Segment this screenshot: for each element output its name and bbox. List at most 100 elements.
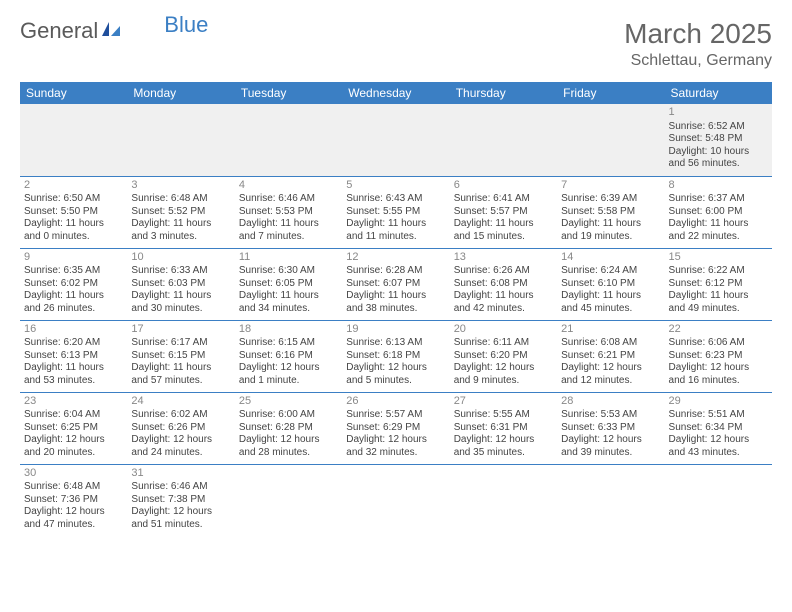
calendar-cell: 4Sunrise: 6:46 AMSunset: 5:53 PMDaylight…	[235, 176, 342, 248]
calendar-cell: 19Sunrise: 6:13 AMSunset: 6:18 PMDayligh…	[342, 320, 449, 392]
day-number: 25	[239, 395, 338, 409]
calendar-row: 9Sunrise: 6:35 AMSunset: 6:02 PM Daylight…	[20, 248, 772, 320]
calendar-row: 30Sunrise: 6:48 AMSunset: 7:36 PMDayligh…	[20, 464, 772, 536]
cell-sunrise: Sunrise: 6:48 AM	[131, 193, 230, 206]
cell-sunrise: Sunrise: 6:04 AM	[24, 409, 123, 422]
calendar-cell	[450, 464, 557, 536]
cell-sunset: Sunset: 6:02 PM	[24, 278, 123, 291]
calendar-cell: 22Sunrise: 6:06 AMSunset: 6:23 PMDayligh…	[665, 320, 772, 392]
cell-sunrise: Sunrise: 5:55 AM	[454, 409, 553, 422]
day-number: 13	[454, 251, 553, 265]
calendar-cell	[127, 104, 234, 176]
cell-sunset: Sunset: 6:03 PM	[131, 278, 230, 291]
cell-sunrise: Sunrise: 6:06 AM	[669, 337, 768, 350]
cell-sunset: Sunset: 5:58 PM	[561, 206, 660, 219]
calendar-cell: 15Sunrise: 6:22 AMSunset: 6:12 PMDayligh…	[665, 248, 772, 320]
cell-daylight1: Daylight: 12 hours	[24, 434, 123, 447]
cell-daylight2: and 43 minutes.	[669, 447, 768, 460]
calendar-cell: 23Sunrise: 6:04 AMSunset: 6:25 PMDayligh…	[20, 392, 127, 464]
cell-daylight1: Daylight: 11 hours	[24, 218, 123, 231]
cell-sunrise: Sunrise: 6:11 AM	[454, 337, 553, 350]
calendar-cell: 20Sunrise: 6:11 AMSunset: 6:20 PMDayligh…	[450, 320, 557, 392]
cell-daylight2: and 45 minutes.	[561, 303, 660, 316]
calendar-cell	[235, 104, 342, 176]
day-number: 26	[346, 395, 445, 409]
cell-daylight2: and 28 minutes.	[239, 447, 338, 460]
day-number: 22	[669, 323, 768, 337]
cell-sunrise: Sunrise: 6:22 AM	[669, 265, 768, 278]
cell-sunrise: Sunrise: 6:39 AM	[561, 193, 660, 206]
cell-daylight1: Daylight: 11 hours	[669, 218, 768, 231]
cell-daylight1: Daylight: 12 hours	[239, 362, 338, 375]
cell-daylight1: Daylight: 11 hours	[131, 290, 230, 303]
calendar-cell: 10Sunrise: 6:33 AMSunset: 6:03 PMDayligh…	[127, 248, 234, 320]
day-number: 16	[24, 323, 123, 337]
cell-daylight1: Daylight: 11 hours	[131, 362, 230, 375]
cell-sunrise: Sunrise: 5:57 AM	[346, 409, 445, 422]
day-number: 1	[669, 106, 768, 120]
brand-logo: General Blue	[20, 18, 208, 44]
calendar-row: 23Sunrise: 6:04 AMSunset: 6:25 PMDayligh…	[20, 392, 772, 464]
calendar-cell: 6Sunrise: 6:41 AMSunset: 5:57 PMDaylight…	[450, 176, 557, 248]
calendar-cell: 17Sunrise: 6:17 AMSunset: 6:15 PMDayligh…	[127, 320, 234, 392]
cell-sunset: Sunset: 6:16 PM	[239, 350, 338, 363]
cell-sunset: Sunset: 5:55 PM	[346, 206, 445, 219]
cell-daylight2: and 9 minutes.	[454, 375, 553, 388]
cell-sunset: Sunset: 6:13 PM	[24, 350, 123, 363]
day-number: 17	[131, 323, 230, 337]
cell-daylight2: and 38 minutes.	[346, 303, 445, 316]
cell-sunset: Sunset: 6:20 PM	[454, 350, 553, 363]
cell-sunset: Sunset: 6:05 PM	[239, 278, 338, 291]
cell-sunrise: Sunrise: 6:50 AM	[24, 193, 123, 206]
cell-sunset: Sunset: 6:07 PM	[346, 278, 445, 291]
day-number: 9	[24, 251, 123, 265]
weekday-header: Monday	[127, 82, 234, 104]
cell-sunset: Sunset: 6:33 PM	[561, 422, 660, 435]
cell-daylight2: and 22 minutes.	[669, 231, 768, 244]
cell-sunrise: Sunrise: 6:46 AM	[239, 193, 338, 206]
cell-sunset: Sunset: 6:00 PM	[669, 206, 768, 219]
weekday-header: Sunday	[20, 82, 127, 104]
calendar-row: 2Sunrise: 6:50 AMSunset: 5:50 PMDaylight…	[20, 176, 772, 248]
cell-daylight1: Daylight: 12 hours	[561, 362, 660, 375]
location-label: Schlettau, Germany	[624, 52, 772, 70]
cell-daylight1: Daylight: 12 hours	[239, 434, 338, 447]
calendar-cell: 8Sunrise: 6:37 AMSunset: 6:00 PMDaylight…	[665, 176, 772, 248]
cell-sunrise: Sunrise: 6:33 AM	[131, 265, 230, 278]
cell-daylight1: Daylight: 11 hours	[239, 218, 338, 231]
cell-sunset: Sunset: 5:52 PM	[131, 206, 230, 219]
calendar-cell	[235, 464, 342, 536]
cell-sunrise: Sunrise: 6:43 AM	[346, 193, 445, 206]
cell-daylight2: and 39 minutes.	[561, 447, 660, 460]
cell-daylight1: Daylight: 12 hours	[24, 506, 123, 519]
cell-daylight2: and 57 minutes.	[131, 375, 230, 388]
cell-daylight2: and 34 minutes.	[239, 303, 338, 316]
calendar-cell: 2Sunrise: 6:50 AMSunset: 5:50 PMDaylight…	[20, 176, 127, 248]
day-number: 2	[24, 179, 123, 193]
day-number: 29	[669, 395, 768, 409]
calendar-cell: 5Sunrise: 6:43 AMSunset: 5:55 PMDaylight…	[342, 176, 449, 248]
cell-sunrise: Sunrise: 6:37 AM	[669, 193, 768, 206]
cell-sunrise: Sunrise: 6:46 AM	[131, 481, 230, 494]
calendar-cell: 14Sunrise: 6:24 AMSunset: 6:10 PMDayligh…	[557, 248, 664, 320]
calendar-cell	[557, 104, 664, 176]
cell-daylight2: and 19 minutes.	[561, 231, 660, 244]
cell-sunrise: Sunrise: 6:35 AM	[24, 265, 123, 278]
cell-daylight1: Daylight: 11 hours	[346, 218, 445, 231]
calendar-cell: 30Sunrise: 6:48 AMSunset: 7:36 PMDayligh…	[20, 464, 127, 536]
day-number: 3	[131, 179, 230, 193]
logo-text-general: General	[20, 18, 98, 44]
weekday-header: Thursday	[450, 82, 557, 104]
weekday-header: Wednesday	[342, 82, 449, 104]
calendar-cell: 29Sunrise: 5:51 AMSunset: 6:34 PMDayligh…	[665, 392, 772, 464]
day-number: 14	[561, 251, 660, 265]
cell-daylight2: and 56 minutes.	[669, 158, 768, 171]
calendar-cell: 21Sunrise: 6:08 AMSunset: 6:21 PMDayligh…	[557, 320, 664, 392]
cell-sunrise: Sunrise: 6:41 AM	[454, 193, 553, 206]
calendar-cell: 11Sunrise: 6:30 AMSunset: 6:05 PMDayligh…	[235, 248, 342, 320]
day-number: 11	[239, 251, 338, 265]
cell-daylight1: Daylight: 12 hours	[561, 434, 660, 447]
cell-daylight2: and 11 minutes.	[346, 231, 445, 244]
cell-daylight2: and 12 minutes.	[561, 375, 660, 388]
calendar-cell: 24Sunrise: 6:02 AMSunset: 6:26 PMDayligh…	[127, 392, 234, 464]
